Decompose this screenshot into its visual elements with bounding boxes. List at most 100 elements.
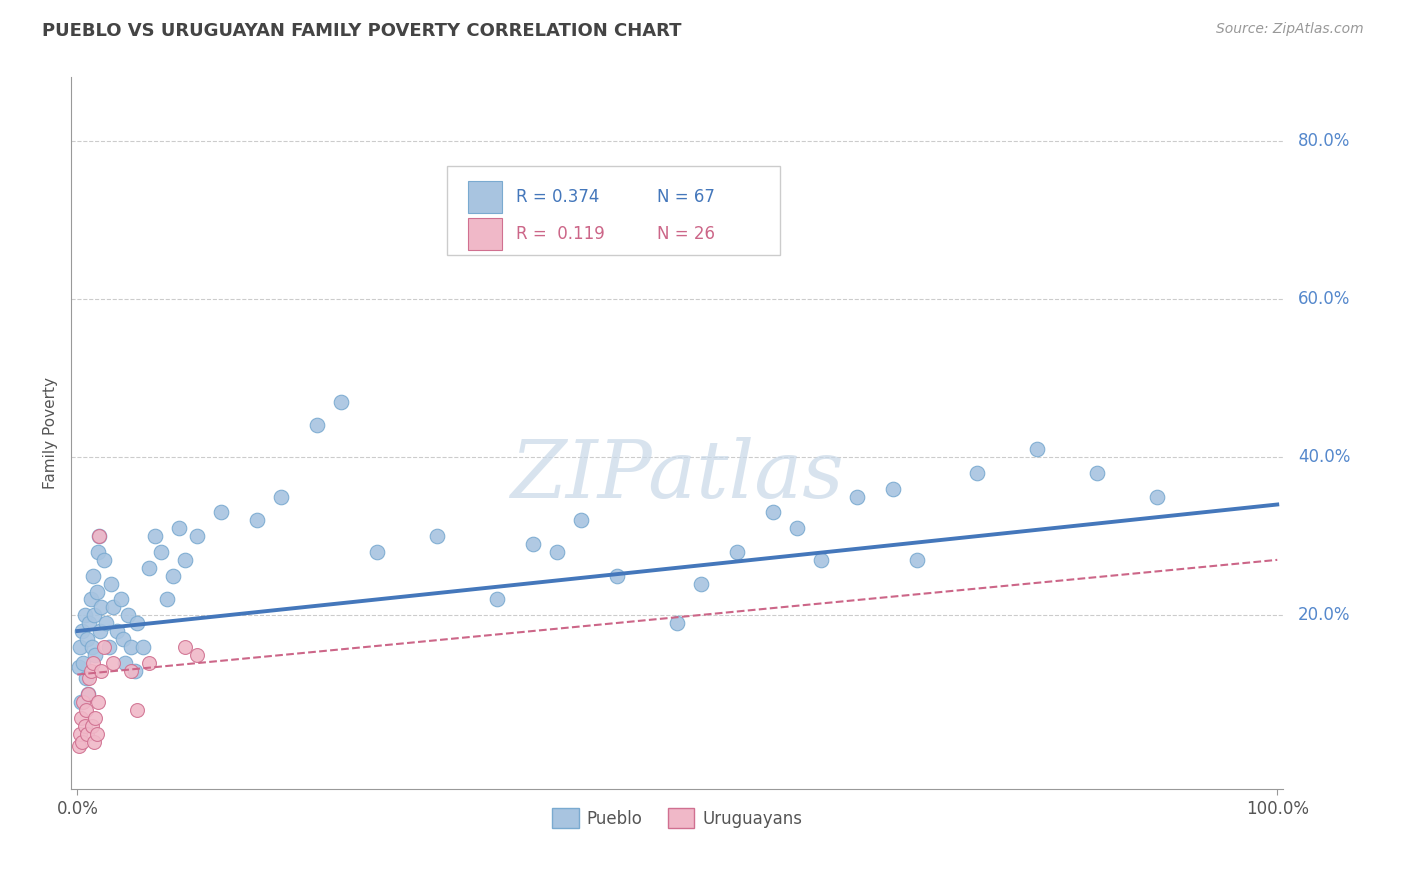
Point <box>79 664 101 678</box>
Point <box>105 624 128 638</box>
Point <box>73 608 96 623</box>
Point <box>72 656 94 670</box>
Point <box>120 640 142 654</box>
Point <box>522 537 544 551</box>
Point <box>846 490 869 504</box>
Text: R = 0.374: R = 0.374 <box>516 188 599 206</box>
FancyBboxPatch shape <box>468 218 502 250</box>
Point <box>70 695 93 709</box>
Point <box>966 466 988 480</box>
Point <box>162 568 184 582</box>
Point <box>725 545 748 559</box>
Point <box>270 490 292 504</box>
Point <box>93 640 115 654</box>
Point <box>786 521 808 535</box>
Point <box>89 624 111 638</box>
Point <box>114 656 136 670</box>
Point <box>75 703 97 717</box>
Point <box>169 521 191 535</box>
Point <box>209 505 232 519</box>
Point <box>67 659 90 673</box>
Point <box>67 739 90 753</box>
Point <box>174 640 197 654</box>
Point <box>76 727 98 741</box>
Point <box>82 656 104 670</box>
Point <box>810 553 832 567</box>
Text: ZIPatlas: ZIPatlas <box>510 437 844 515</box>
Point <box>84 648 107 662</box>
Point <box>94 616 117 631</box>
Point <box>90 600 112 615</box>
Point <box>762 505 785 519</box>
Point <box>1085 466 1108 480</box>
Point <box>117 608 139 623</box>
Point <box>120 664 142 678</box>
Point <box>83 608 105 623</box>
Point <box>124 664 146 678</box>
Point <box>103 600 125 615</box>
Text: 60.0%: 60.0% <box>1298 290 1350 308</box>
Point <box>77 687 100 701</box>
Point <box>93 553 115 567</box>
Point <box>79 672 101 686</box>
Point <box>905 553 928 567</box>
Point <box>138 656 160 670</box>
Point <box>690 576 713 591</box>
Point <box>69 640 91 654</box>
Point <box>111 632 134 646</box>
Point <box>79 592 101 607</box>
Point <box>1146 490 1168 504</box>
Point <box>83 735 105 749</box>
Text: PUEBLO VS URUGUAYAN FAMILY POVERTY CORRELATION CHART: PUEBLO VS URUGUAYAN FAMILY POVERTY CORRE… <box>42 22 682 40</box>
Point <box>666 616 689 631</box>
Point <box>127 616 149 631</box>
Point <box>73 719 96 733</box>
Point <box>70 735 93 749</box>
Point <box>70 624 93 638</box>
Legend: Pueblo, Uruguayans: Pueblo, Uruguayans <box>546 802 810 834</box>
Point <box>69 727 91 741</box>
Point <box>132 640 155 654</box>
Point <box>127 703 149 717</box>
Point <box>87 529 110 543</box>
Point <box>86 727 108 741</box>
FancyBboxPatch shape <box>447 167 780 255</box>
Point <box>75 672 97 686</box>
Text: 40.0%: 40.0% <box>1298 448 1350 466</box>
Text: 20.0%: 20.0% <box>1298 607 1350 624</box>
Point <box>97 640 120 654</box>
Text: R =  0.119: R = 0.119 <box>516 225 605 243</box>
Point <box>110 592 132 607</box>
Point <box>79 616 101 631</box>
Point <box>366 545 388 559</box>
Text: N = 67: N = 67 <box>657 188 714 206</box>
Point <box>307 418 329 433</box>
Point <box>882 482 904 496</box>
Point <box>143 529 166 543</box>
Point <box>76 632 98 646</box>
Point <box>426 529 449 543</box>
Point <box>1026 442 1049 457</box>
Text: 80.0%: 80.0% <box>1298 132 1350 150</box>
Text: N = 26: N = 26 <box>657 225 714 243</box>
Y-axis label: Family Poverty: Family Poverty <box>44 377 58 490</box>
Point <box>80 640 103 654</box>
Point <box>103 656 125 670</box>
Point <box>86 584 108 599</box>
Point <box>84 711 107 725</box>
Text: Source: ZipAtlas.com: Source: ZipAtlas.com <box>1216 22 1364 37</box>
Point <box>86 695 108 709</box>
Point <box>246 513 269 527</box>
Point <box>82 568 104 582</box>
Point <box>150 545 173 559</box>
Point <box>186 529 208 543</box>
Point <box>138 561 160 575</box>
Point <box>72 695 94 709</box>
Point <box>174 553 197 567</box>
Point <box>90 664 112 678</box>
Point <box>77 687 100 701</box>
Point <box>569 513 592 527</box>
Point <box>70 711 93 725</box>
Point <box>606 568 628 582</box>
Point <box>486 592 509 607</box>
